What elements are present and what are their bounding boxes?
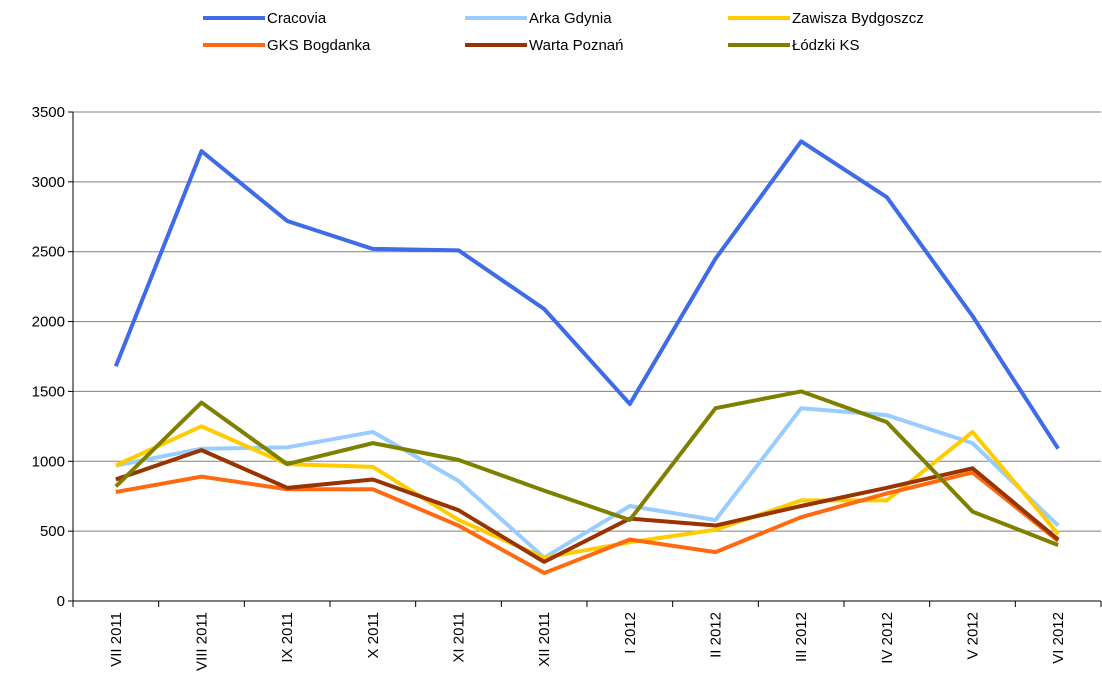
legend-label: GKS Bogdanka <box>267 37 371 54</box>
x-tick-label: IX 2011 <box>279 612 296 663</box>
x-tick-label: XII 2011 <box>536 612 553 667</box>
legend-label: Warta Poznań <box>529 37 624 54</box>
y-tick-label: 3000 <box>32 174 65 191</box>
x-tick-label: XI 2011 <box>451 612 468 663</box>
legend-label: Arka Gdynia <box>529 10 612 27</box>
y-tick-label: 2000 <box>32 314 65 331</box>
legend-label: Cracovia <box>267 10 327 27</box>
x-tick-label: X 2011 <box>365 612 382 658</box>
x-tick-label: II 2012 <box>708 612 725 658</box>
x-tick-label: VI 2012 <box>1050 612 1067 664</box>
x-tick-label: IV 2012 <box>879 612 896 664</box>
x-tick-label: III 2012 <box>793 612 810 662</box>
x-tick-label: I 2012 <box>622 612 639 654</box>
x-tick-label: VIII 2011 <box>194 612 211 671</box>
legend-label: Łódzki KS <box>792 37 860 54</box>
x-tick-label: V 2012 <box>965 612 982 660</box>
y-tick-label: 500 <box>40 523 65 540</box>
series-line <box>114 389 1059 547</box>
y-tick-label: 0 <box>57 593 65 610</box>
y-tick-label: 2500 <box>32 244 65 261</box>
legend-label: Zawisza Bydgoszcz <box>792 10 924 27</box>
y-tick-label: 1500 <box>32 383 65 400</box>
series-line <box>113 139 1060 450</box>
series-line <box>115 448 1060 564</box>
y-tick-label: 1000 <box>32 453 65 470</box>
series-line <box>115 406 1060 560</box>
y-tick-label: 3500 <box>32 104 65 121</box>
x-tick-label: VII 2011 <box>108 612 125 667</box>
series-line <box>115 470 1060 576</box>
